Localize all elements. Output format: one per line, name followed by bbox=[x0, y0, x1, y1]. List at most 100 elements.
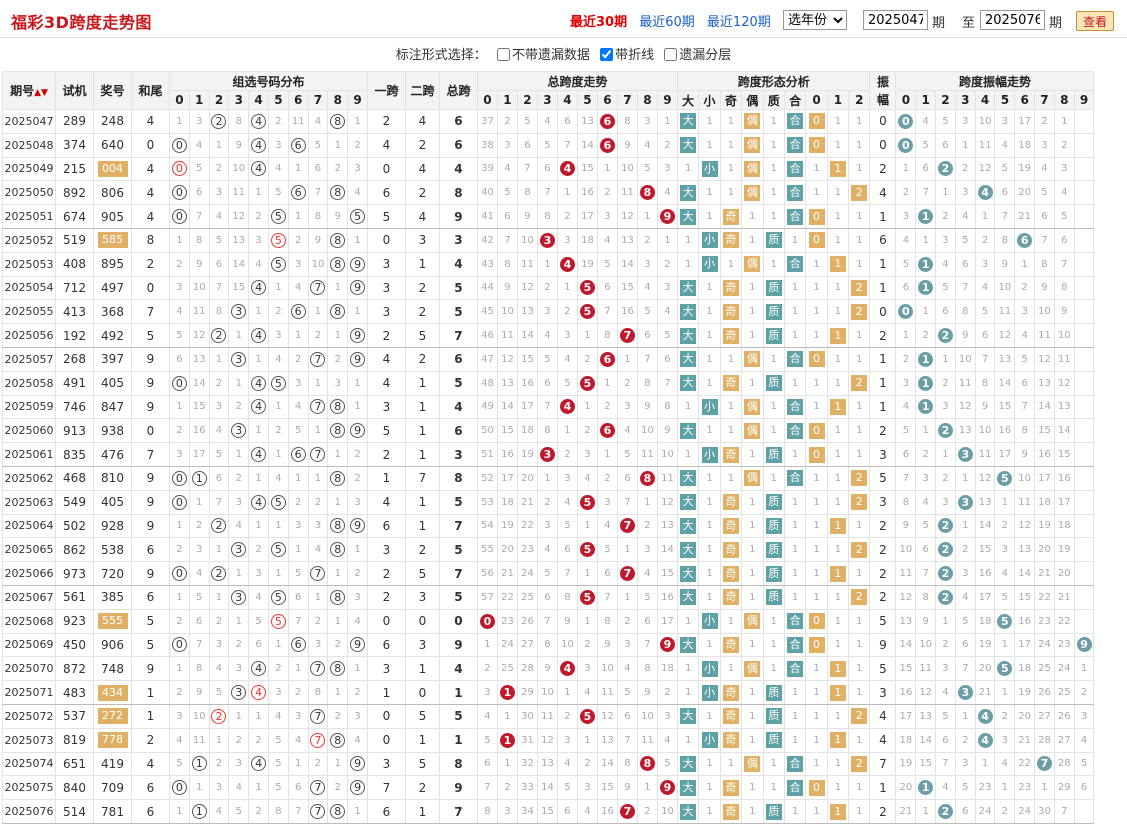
prize-cell: 906 bbox=[93, 632, 132, 658]
option-polyline[interactable]: 带折线 bbox=[600, 48, 654, 63]
sort-icon[interactable]: ▲▼ bbox=[34, 88, 48, 98]
span2-cell: 1 bbox=[404, 656, 440, 682]
form-cell: 大 bbox=[676, 513, 700, 539]
dist-cell: 2 bbox=[327, 156, 349, 182]
tab-recent-120[interactable]: 最近120期 bbox=[706, 15, 771, 30]
form-cell: 1 bbox=[848, 799, 871, 824]
form-box: 1 bbox=[829, 160, 846, 177]
form-cell: 合 bbox=[783, 132, 807, 158]
amp-trend-cell bbox=[1073, 442, 1095, 467]
trend-cell: 8 bbox=[536, 418, 558, 444]
form-cell: 1 bbox=[698, 751, 721, 777]
dist-cell: 1 bbox=[287, 656, 309, 682]
option-miss-layer[interactable]: 遗漏分层 bbox=[664, 48, 731, 63]
form-cell: 合 bbox=[783, 751, 807, 777]
form-box: 偶 bbox=[744, 160, 761, 177]
form-cell: 1 bbox=[826, 775, 850, 801]
dist-cell: 8 bbox=[327, 537, 349, 563]
table-row: 2025060 913 938 0 2 16 4 3 1 2 5 1 8 9 5 1 6 50 15 18 8 1 2 6 4 1… bbox=[2, 418, 1095, 444]
prize-cell: 419 bbox=[93, 751, 132, 777]
trend-cell: 5 bbox=[576, 370, 598, 396]
tail-cell: 9 bbox=[131, 465, 170, 491]
trend-cell: 24 bbox=[516, 561, 538, 586]
prize-cell: 248 bbox=[93, 109, 132, 134]
dist-cell: 4 bbox=[248, 132, 269, 158]
trend-cell: 9 bbox=[496, 275, 518, 301]
dist-cell: 7 bbox=[307, 799, 329, 824]
amp-digit-header: 3 bbox=[954, 90, 976, 110]
amp-trend-cell: 24 bbox=[974, 799, 996, 824]
form-box: 大 bbox=[680, 708, 697, 725]
tab-recent-60[interactable]: 最近60期 bbox=[639, 15, 695, 30]
trend-cell: 4 bbox=[656, 180, 678, 206]
amp-trend-cell: 6 bbox=[1034, 204, 1055, 229]
trend-cell: 18 bbox=[656, 656, 678, 682]
form-cell: 合 bbox=[783, 608, 807, 634]
tail-cell: 7 bbox=[131, 442, 170, 467]
dist-cell: 2 bbox=[228, 632, 250, 658]
form-cell: 1 bbox=[826, 251, 850, 277]
form-cell: 2 bbox=[848, 537, 871, 563]
amp-trend-cell: 10 bbox=[974, 418, 996, 444]
trend-cell: 2 bbox=[636, 799, 658, 824]
dist-cell: 5 bbox=[169, 751, 190, 777]
form-cell: 大 bbox=[676, 418, 700, 444]
trend-cell: 16 bbox=[576, 180, 598, 206]
to-issue-input[interactable] bbox=[980, 10, 1045, 30]
trend-cell: 4 bbox=[556, 489, 578, 515]
trend-cell: 3 bbox=[536, 299, 558, 325]
dist-cell: 2 bbox=[228, 727, 250, 753]
trend-cell: 2 bbox=[496, 109, 518, 134]
trend-cell: 1 bbox=[656, 227, 678, 253]
span1-cell: 0 bbox=[366, 156, 406, 182]
dist-digit-header: 2 bbox=[208, 90, 230, 110]
form-cell: 大 bbox=[676, 299, 700, 325]
form-cell: 1 bbox=[741, 513, 764, 539]
amp-trend-cell: 23 bbox=[1034, 608, 1055, 634]
tab-recent-30[interactable]: 最近30期 bbox=[570, 15, 628, 30]
amp-trend-cell: 5 bbox=[994, 656, 1016, 682]
year-select[interactable]: 选年份 bbox=[783, 10, 847, 30]
form-box: 偶 bbox=[744, 256, 761, 273]
col-prize: 奖号 bbox=[93, 71, 132, 110]
option-no-miss-checkbox[interactable] bbox=[496, 48, 510, 61]
trend-cell: 11 bbox=[636, 442, 658, 467]
trend-cell: 1 bbox=[576, 323, 598, 348]
dist-cell: 6 bbox=[287, 632, 309, 658]
amp-trend-cell: 21 bbox=[1053, 584, 1075, 610]
amp-trend-cell: 5 bbox=[994, 608, 1016, 634]
trend-dot: 3 bbox=[539, 232, 555, 248]
dist-ring: 5 bbox=[270, 256, 286, 272]
form-cell: 1 bbox=[762, 109, 785, 134]
form-box: 大 bbox=[680, 208, 697, 225]
amp-trend-cell: 3 bbox=[895, 204, 917, 229]
dist-ring: 9 bbox=[350, 280, 366, 296]
amp-trend-cell: 2 bbox=[935, 465, 956, 491]
dist-ring: 6 bbox=[290, 185, 306, 201]
trend-cell: 7 bbox=[476, 775, 498, 801]
trend-dot: 9 bbox=[659, 637, 675, 653]
prize-cell: 905 bbox=[93, 204, 132, 229]
form-cell: 1 bbox=[826, 656, 850, 682]
option-miss-layer-checkbox[interactable] bbox=[664, 48, 678, 61]
dist-cell: 1 bbox=[228, 442, 250, 467]
from-issue-input[interactable] bbox=[863, 10, 928, 30]
trend-cell: 4 bbox=[536, 537, 558, 563]
dist-cell: 1 bbox=[188, 465, 210, 491]
dist-ring: 4 bbox=[251, 161, 267, 177]
span-total-cell: 6 bbox=[438, 109, 478, 134]
form-box: 大 bbox=[680, 422, 697, 439]
trend-dot: 6 bbox=[599, 351, 615, 367]
option-polyline-checkbox[interactable] bbox=[600, 48, 614, 61]
form-cell: 1 bbox=[805, 799, 828, 824]
prize-cell: 405 bbox=[93, 370, 132, 396]
option-no-miss[interactable]: 不带遗漏数据 bbox=[496, 48, 590, 63]
form-cell: 0 bbox=[805, 775, 828, 801]
tail-cell: 9 bbox=[131, 656, 170, 682]
col-span-trend: 总跨度走势 bbox=[476, 71, 678, 91]
amp-cell: 4 bbox=[869, 727, 897, 753]
span-total-cell: 6 bbox=[438, 132, 478, 158]
query-button[interactable]: 查看 bbox=[1076, 11, 1114, 31]
col-issue[interactable]: 期号▲▼ bbox=[2, 71, 56, 110]
trend-cell: 4 bbox=[556, 656, 578, 682]
